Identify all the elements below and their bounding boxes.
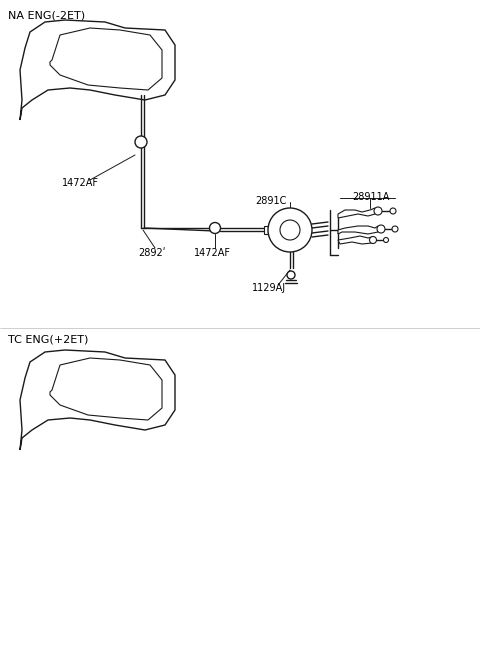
- Text: 1472AF: 1472AF: [62, 178, 99, 188]
- Text: NA ENG(-2ET): NA ENG(-2ET): [8, 10, 85, 20]
- Circle shape: [377, 225, 385, 233]
- Polygon shape: [264, 226, 268, 234]
- Text: 2892ʹ: 2892ʹ: [138, 248, 166, 258]
- Polygon shape: [338, 236, 372, 244]
- Circle shape: [390, 208, 396, 214]
- Polygon shape: [50, 28, 162, 90]
- Text: 1472AF: 1472AF: [194, 248, 231, 258]
- Circle shape: [392, 226, 398, 232]
- Polygon shape: [338, 226, 378, 234]
- Polygon shape: [338, 208, 375, 218]
- Circle shape: [280, 220, 300, 240]
- Text: 1129AJ: 1129AJ: [252, 283, 286, 293]
- Circle shape: [370, 237, 376, 244]
- Circle shape: [268, 208, 312, 252]
- Text: 28911A: 28911A: [352, 192, 389, 202]
- Circle shape: [374, 207, 382, 215]
- Circle shape: [135, 136, 147, 148]
- Polygon shape: [20, 350, 175, 450]
- Circle shape: [384, 237, 388, 242]
- Text: 2891C: 2891C: [255, 196, 287, 206]
- Circle shape: [209, 223, 220, 233]
- Circle shape: [287, 271, 295, 279]
- Text: TC ENG(+2ET): TC ENG(+2ET): [8, 335, 88, 345]
- Polygon shape: [50, 358, 162, 420]
- Polygon shape: [20, 20, 175, 120]
